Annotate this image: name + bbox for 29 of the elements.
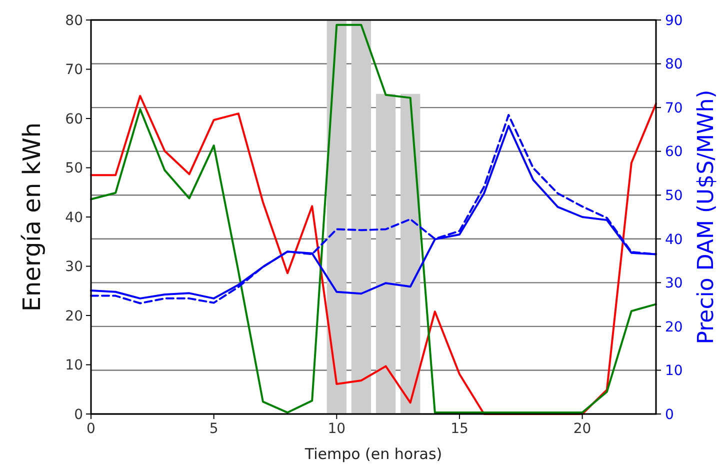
y2-tick-label: 10 — [665, 363, 683, 380]
y-tick-label: 60 — [65, 111, 83, 128]
y-tick-label: 0 — [74, 406, 83, 423]
x-tick-label: 15 — [450, 421, 468, 437]
y-tick-label: 10 — [65, 358, 83, 374]
line-series — [90, 94, 657, 415]
y2-tick-label: 20 — [665, 319, 683, 336]
y2-tick-label: 30 — [665, 276, 683, 292]
y2-tick-label: 50 — [665, 188, 683, 204]
x-tick-label: 20 — [573, 421, 592, 437]
y-tick-label: 30 — [65, 259, 83, 276]
x-tick-label: 10 — [328, 421, 346, 437]
y-tick-label: 80 — [65, 12, 83, 29]
y2-tick-label: 40 — [665, 232, 683, 248]
y-tick-label: 20 — [65, 308, 83, 324]
y2-tick-label: 70 — [665, 100, 683, 116]
y2-tick-label: 60 — [665, 144, 683, 160]
y-tick-label: 50 — [65, 160, 83, 177]
x-tick-label: 0 — [86, 421, 96, 437]
y2-tick-label: 90 — [665, 12, 683, 29]
y-tick-label: 40 — [65, 210, 83, 226]
x-axis-title: Tiempo (en horas) — [304, 445, 442, 463]
line-series — [90, 24, 657, 414]
y2-tick-label: 80 — [665, 56, 683, 73]
y2-tick-label: 0 — [665, 406, 674, 423]
y-tick-label: 70 — [65, 62, 83, 78]
x-tick-label: 5 — [209, 421, 218, 437]
y2-axis-title: Precio DAM (U$S/MWh) — [694, 90, 719, 344]
y-axis-title: Energía en kWh — [18, 122, 46, 312]
